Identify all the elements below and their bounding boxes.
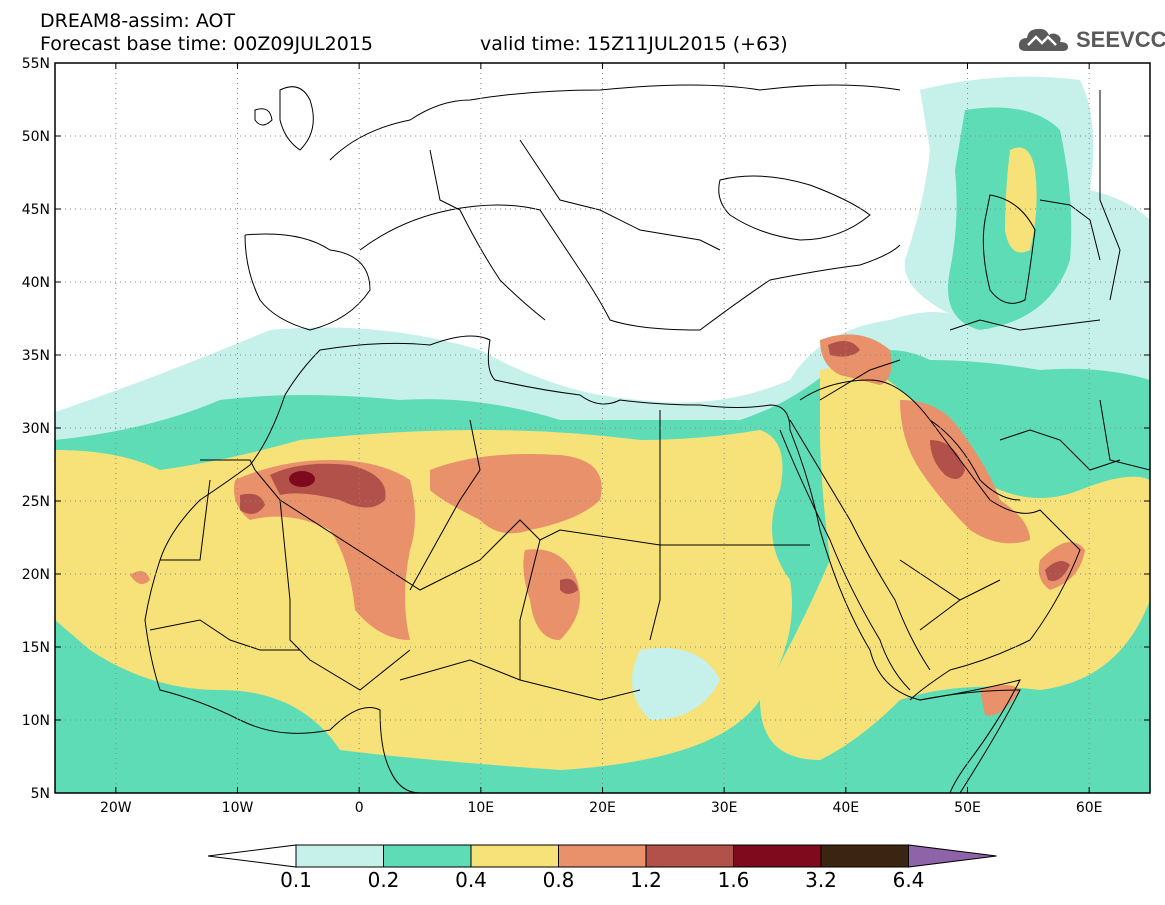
forecast-base-time: Forecast base time: 00Z09JUL2015 xyxy=(40,33,373,55)
lat-label: 55N xyxy=(22,56,50,72)
colorbar-label: 0.2 xyxy=(368,868,400,892)
lat-label: 10N xyxy=(22,713,50,729)
colorbar-label: 0.4 xyxy=(455,868,487,892)
lon-label: 20E xyxy=(589,800,616,816)
seevccc-logo: SEEVCCC xyxy=(1018,25,1165,55)
map-title: DREAM8-assim: AOT xyxy=(40,10,236,32)
lat-label: 20N xyxy=(22,567,50,583)
lon-label: 0 xyxy=(355,800,364,816)
lat-label: 25N xyxy=(22,494,50,510)
colorbar-segment xyxy=(295,844,384,868)
colorbar-label: 3.2 xyxy=(805,868,837,892)
lon-label: 40E xyxy=(832,800,859,816)
lon-label: 20W xyxy=(100,800,132,816)
colorbar-segment xyxy=(470,844,559,868)
axis-ticks xyxy=(55,62,1150,794)
lat-label: 50N xyxy=(22,129,50,145)
aot-band-0.4 xyxy=(55,147,1150,770)
logo-text: SEEVCCC xyxy=(1076,27,1165,52)
colorbar-over-triangle xyxy=(908,844,997,868)
lat-label: 40N xyxy=(22,275,50,291)
lon-label: 50E xyxy=(954,800,981,816)
lon-label: 60E xyxy=(1076,800,1103,816)
colorbar-segment xyxy=(558,844,647,868)
colorbar-segment xyxy=(820,844,909,868)
latitude-labels: 5N 10N 15N 20N 25N 30N 35N 40N 45N 50N 55N xyxy=(22,56,50,802)
colorbar-label: 6.4 xyxy=(893,868,925,892)
lat-label: 30N xyxy=(22,421,50,437)
colorbar-label: 1.2 xyxy=(630,868,662,892)
colorbar xyxy=(207,844,997,868)
lat-label: 35N xyxy=(22,348,50,364)
graticule xyxy=(55,63,1150,793)
colorbar-label: 0.8 xyxy=(543,868,575,892)
aot-field xyxy=(55,76,1150,793)
coastlines xyxy=(144,84,1150,793)
colorbar-segment xyxy=(645,844,734,868)
colorbar-labels: 0.1 0.2 0.4 0.8 1.2 1.6 3.2 6.4 xyxy=(280,868,924,892)
colorbar-under-triangle xyxy=(207,844,297,868)
valid-time: valid time: 15Z11JUL2015 (+63) xyxy=(480,33,788,55)
lat-label: 5N xyxy=(31,786,50,802)
lon-label: 10W xyxy=(222,800,254,816)
cloud-icon xyxy=(1018,28,1068,51)
lat-label: 45N xyxy=(22,202,50,218)
lat-label: 15N xyxy=(22,640,50,656)
colorbar-label: 1.6 xyxy=(718,868,750,892)
aot-band-1.6 xyxy=(289,471,315,487)
longitude-labels: 20W 10W 0 10E 20E 30E 40E 50E 60E xyxy=(100,800,1103,816)
lon-label: 30E xyxy=(711,800,738,816)
colorbar-label: 0.1 xyxy=(280,868,312,892)
colorbar-segment xyxy=(383,844,472,868)
colorbar-segment xyxy=(733,844,822,868)
lon-label: 10E xyxy=(467,800,494,816)
